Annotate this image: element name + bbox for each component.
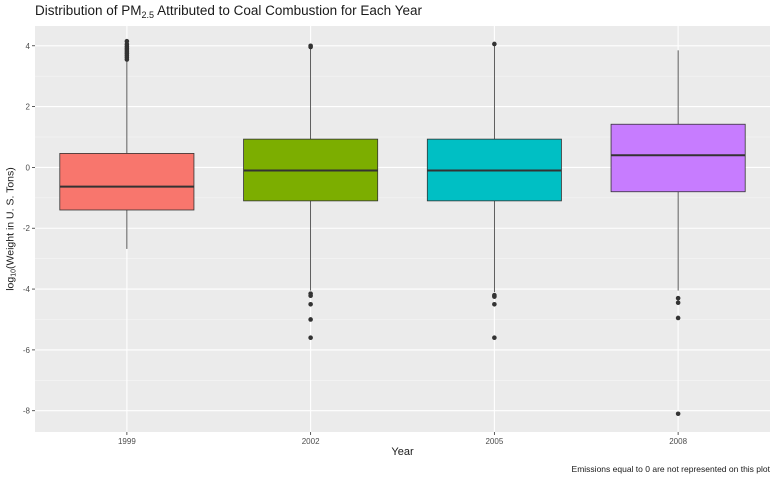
- y-tick-label: -2: [23, 224, 31, 233]
- box-2002: [243, 43, 379, 341]
- outlier-point: [675, 315, 681, 321]
- box-2008: [610, 50, 746, 417]
- outlier-point: [308, 43, 313, 49]
- outlier-point: [675, 295, 681, 301]
- plot-panel: [35, 26, 770, 432]
- y-tick-label: -4: [23, 285, 31, 294]
- y-tick-label: 0: [26, 163, 31, 172]
- x-tick-label: 2008: [669, 437, 687, 446]
- outlier-point: [492, 301, 497, 307]
- y-tick-label: -8: [23, 407, 31, 416]
- y-axis-label: log10(Weight in U. S. Tons): [4, 167, 18, 291]
- outlier-point: [492, 294, 497, 299]
- box-2005: [426, 41, 562, 341]
- box-body: [610, 123, 746, 193]
- outlier-point: [675, 300, 681, 306]
- boxplot-layer: [59, 38, 746, 417]
- outlier-point: [492, 41, 497, 47]
- x-tick-label: 1999: [118, 437, 136, 446]
- x-axis-label: Year: [391, 446, 414, 458]
- outlier-point: [308, 317, 313, 322]
- box-1999: [59, 38, 195, 249]
- axis-layer: -8 -6 -4 -2 0 2 4 1999 2002 2005 2008: [23, 42, 688, 446]
- outlier-point: [124, 38, 130, 44]
- caption: Emissions equal to 0 are not represented…: [571, 464, 770, 474]
- outlier-point: [308, 301, 313, 307]
- y-tick-label: 2: [26, 103, 31, 112]
- x-tick-label: 2002: [302, 437, 320, 446]
- x-tick-label: 2005: [485, 437, 503, 446]
- outlier-point: [308, 293, 313, 299]
- chart-title: Distribution of PM2.5 Attributed to Coal…: [35, 3, 422, 20]
- box-body: [59, 153, 195, 211]
- y-tick-label: 4: [26, 42, 31, 51]
- outlier-point: [675, 411, 681, 417]
- outlier-point: [492, 335, 497, 341]
- y-tick-label: -6: [23, 346, 31, 355]
- outlier-point: [308, 335, 313, 341]
